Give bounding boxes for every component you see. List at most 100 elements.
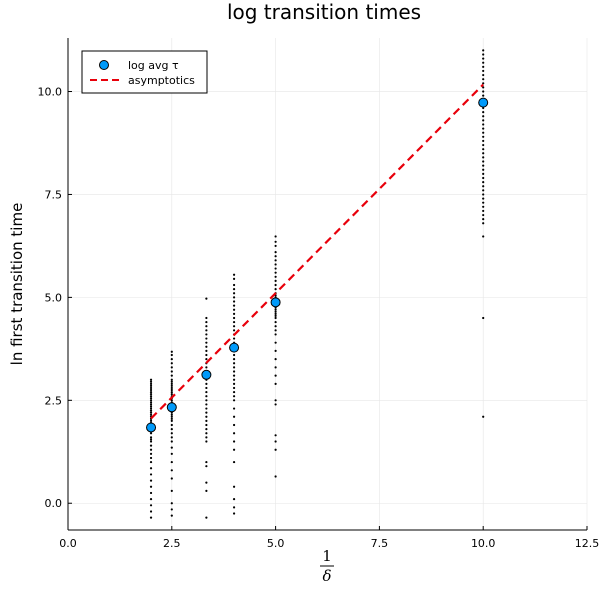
sample-point — [482, 139, 485, 143]
axes — [67, 38, 587, 531]
x-tick-label: 10.0 — [471, 537, 496, 550]
sample-point — [482, 135, 485, 138]
sample-point — [170, 417, 173, 420]
sample-point — [274, 235, 277, 238]
sample-point — [149, 407, 153, 410]
sample-point — [482, 168, 485, 171]
y-tick-label: 0.0 — [45, 497, 63, 510]
sample-point — [232, 407, 236, 410]
sample-point — [149, 432, 153, 435]
sample-point — [149, 498, 153, 501]
sample-point — [170, 350, 173, 353]
sample-point — [274, 440, 277, 443]
sample-point — [482, 209, 485, 213]
sample-point — [274, 358, 277, 361]
y-tick-label: 2.5 — [45, 394, 63, 407]
sample-point — [149, 460, 153, 464]
sample-point — [482, 82, 485, 85]
sample-point — [274, 382, 277, 385]
sample-point — [149, 403, 153, 406]
sample-point — [482, 197, 485, 200]
sample-point — [482, 201, 485, 204]
sample-point — [205, 419, 208, 422]
sample-point — [482, 65, 485, 68]
sample-point — [274, 341, 277, 344]
sample-point — [482, 148, 485, 151]
sample-point — [232, 353, 236, 357]
sample-point — [274, 275, 277, 278]
x-tick-label: 0.0 — [59, 537, 77, 550]
sample-point — [482, 415, 485, 418]
sample-point — [482, 222, 485, 225]
sample-point — [149, 440, 153, 443]
sample-point — [482, 49, 485, 52]
sample-point — [205, 333, 208, 336]
sample-point — [482, 57, 485, 60]
sample-point — [205, 395, 208, 398]
sample-point — [205, 489, 208, 492]
sample-point — [205, 386, 208, 390]
sample-point — [149, 479, 153, 482]
sample-point — [149, 516, 153, 519]
sample-point — [232, 362, 236, 365]
legend-box — [81, 50, 208, 94]
sample-point — [170, 502, 173, 505]
sample-point — [482, 78, 485, 81]
sample-point — [232, 329, 236, 332]
sample-point — [149, 413, 153, 416]
x-tick-label: 7.5 — [371, 537, 389, 550]
sample-point — [232, 304, 236, 307]
avg-points — [146, 97, 489, 433]
sample-point — [149, 448, 153, 451]
sample-point — [149, 378, 153, 381]
sample-point — [482, 69, 485, 73]
legend-marker-avg — [99, 60, 109, 70]
sample-point — [170, 460, 173, 464]
sample-point — [232, 292, 236, 295]
sample-point — [170, 413, 173, 416]
sample-point — [170, 489, 173, 492]
sample-point — [232, 358, 236, 361]
sample-point — [274, 312, 277, 315]
sample-point — [232, 277, 236, 280]
sample-point — [274, 314, 277, 318]
sample-point — [232, 374, 236, 377]
sample-point — [205, 436, 208, 439]
sample-point — [274, 308, 277, 311]
y-tick-label: 10.0 — [38, 86, 63, 99]
sample-point — [205, 465, 208, 468]
sample-point — [482, 131, 485, 134]
sample-point — [170, 508, 173, 511]
sample-point — [170, 382, 173, 385]
x-axis-label-denominator: δ — [322, 567, 331, 585]
sample-point — [232, 390, 236, 394]
sample-point — [232, 283, 236, 287]
sample-point — [170, 423, 173, 427]
sample-point — [149, 510, 153, 513]
sample-point — [149, 444, 153, 447]
sample-point — [170, 446, 173, 449]
grid — [67, 38, 588, 530]
sample-point — [170, 399, 173, 402]
sample-point — [274, 403, 277, 406]
sample-point — [170, 440, 173, 443]
sample-point — [205, 316, 208, 320]
sample-point — [482, 213, 485, 217]
sample-point — [274, 267, 277, 270]
avg-point — [270, 297, 281, 308]
sample-point — [205, 337, 208, 340]
sample-point — [232, 308, 236, 311]
sample-point — [274, 320, 277, 324]
sample-point — [232, 366, 236, 369]
sample-point — [274, 366, 277, 369]
sample-point — [149, 473, 153, 476]
sample-point — [205, 411, 208, 414]
sample-point — [205, 382, 208, 385]
sample-point — [170, 390, 173, 394]
avg-point — [146, 422, 157, 433]
sample-point — [482, 172, 485, 175]
y-ticks: 0.0 2.5 5.0 7.5 10.0 — [38, 86, 72, 510]
sample-point — [170, 388, 173, 392]
sample-point — [274, 259, 277, 262]
